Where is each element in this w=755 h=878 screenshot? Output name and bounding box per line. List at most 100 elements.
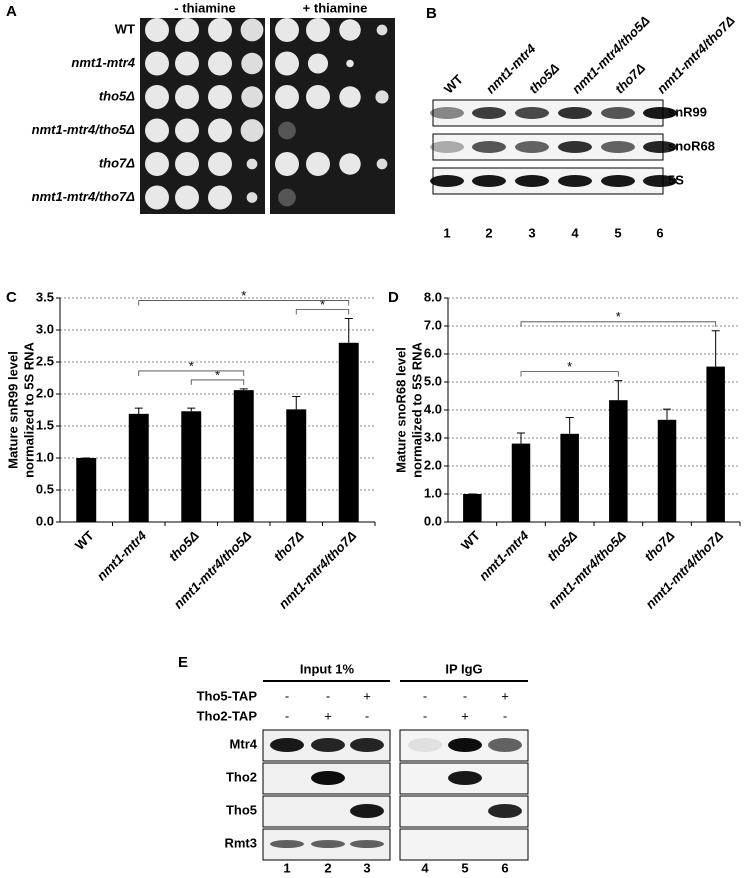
colony-spot — [145, 51, 169, 76]
colony-spot — [145, 185, 169, 210]
sign: - — [423, 708, 427, 723]
band — [350, 840, 384, 848]
band — [408, 738, 442, 752]
y-tick-label: 8.0 — [424, 289, 442, 304]
sign: + — [363, 688, 371, 703]
sign: - — [463, 688, 467, 703]
panel-letter: D — [388, 289, 399, 306]
error-bar — [711, 330, 720, 367]
band — [448, 738, 482, 752]
bar — [560, 433, 579, 522]
colony-spot — [278, 188, 296, 207]
band — [643, 107, 677, 119]
colony-spot — [339, 19, 361, 41]
bar — [706, 366, 725, 522]
y-tick-label: 0.5 — [36, 481, 54, 496]
band — [558, 141, 592, 153]
x-tick-label: tho7Δ — [641, 528, 677, 564]
colony-spot — [208, 85, 232, 109]
lane-label: tho7Δ — [612, 60, 648, 96]
colony-spot — [175, 18, 199, 42]
bar — [463, 494, 482, 522]
colony-spot — [339, 153, 361, 175]
significance-bracket — [520, 321, 717, 327]
error-bar — [134, 407, 143, 414]
band — [311, 738, 345, 752]
colony-spot — [278, 121, 296, 140]
colony-spot — [240, 18, 264, 42]
strain-label: nmt1-mtr4/tho7Δ — [32, 189, 136, 204]
y-axis-label: Mature snoR68 level — [393, 347, 408, 473]
band — [430, 175, 464, 187]
plate — [140, 18, 265, 214]
bar — [286, 409, 307, 522]
group-label: Input 1% — [300, 661, 355, 676]
colony-spot — [145, 18, 169, 42]
sign: - — [326, 688, 330, 703]
sign: - — [365, 708, 369, 723]
y-tick-label: 0.0 — [36, 513, 54, 528]
probe-label: snoR68 — [668, 138, 715, 153]
colony-spot — [346, 59, 354, 68]
lane-number: 2 — [485, 225, 492, 240]
y-tick-label: 3.0 — [36, 321, 54, 336]
bar — [76, 458, 97, 522]
colony-spot — [275, 152, 299, 176]
lane-number: 4 — [571, 225, 579, 240]
colony-spot — [208, 152, 232, 176]
sign: + — [461, 708, 469, 723]
antibody-label: Mtr4 — [230, 736, 258, 751]
condition-label: - thiamine — [174, 0, 235, 15]
band — [430, 107, 464, 119]
y-tick-label: 7.0 — [424, 317, 442, 332]
strain-label: WT — [115, 21, 135, 36]
band — [350, 738, 384, 752]
band — [311, 840, 345, 848]
blot — [399, 828, 529, 861]
strain-label: tho7Δ — [99, 155, 135, 170]
y-tick-label: 1.0 — [424, 485, 442, 500]
significance-bracket — [138, 370, 245, 376]
lane-label: tho5Δ — [526, 60, 562, 96]
colony-spot — [241, 52, 263, 75]
band — [270, 738, 304, 752]
colony-spot — [208, 18, 232, 42]
error-bar — [187, 407, 196, 412]
error-bar — [292, 396, 301, 410]
bar — [181, 411, 202, 522]
band — [350, 804, 384, 818]
y-tick-label: 2.0 — [36, 385, 54, 400]
antibody-label: Tho2 — [226, 769, 257, 784]
lane-label: nmt1-mtr4/tho5Δ — [569, 13, 653, 97]
significance-bracket — [138, 300, 350, 306]
strain-label: nmt1-mtr4/tho5Δ — [32, 122, 136, 137]
band — [448, 771, 482, 785]
significance-label: * — [567, 359, 572, 374]
y-tick-label: 5.0 — [424, 373, 442, 388]
lane-number: 5 — [614, 225, 621, 240]
bar — [609, 400, 628, 522]
band — [515, 175, 549, 187]
sign: - — [285, 708, 289, 723]
panel-letter: E — [178, 654, 188, 671]
y-tick-label: 0.0 — [424, 513, 442, 528]
y-tick-label: 2.0 — [424, 457, 442, 472]
x-tick-label: nmt1-mtr4 — [476, 527, 532, 583]
lane-number: 5 — [461, 860, 468, 875]
significance-bracket — [295, 309, 350, 315]
y-tick-label: 4.0 — [424, 401, 442, 416]
colony-spot — [275, 18, 299, 42]
band — [643, 141, 677, 153]
x-tick-label: WT — [72, 528, 97, 553]
colony-spot — [275, 51, 299, 76]
x-tick-label: WT — [458, 528, 483, 553]
lane-number: 2 — [324, 860, 331, 875]
colony-spot — [375, 90, 389, 104]
y-axis-label: Mature snR99 level — [5, 351, 20, 469]
error-bar — [614, 380, 623, 401]
colony-spot — [240, 119, 264, 142]
sign: + — [501, 688, 509, 703]
y-tick-label: 1.5 — [36, 417, 54, 432]
colony-spot — [175, 85, 199, 109]
strain-label: nmt1-mtr4 — [71, 55, 135, 70]
